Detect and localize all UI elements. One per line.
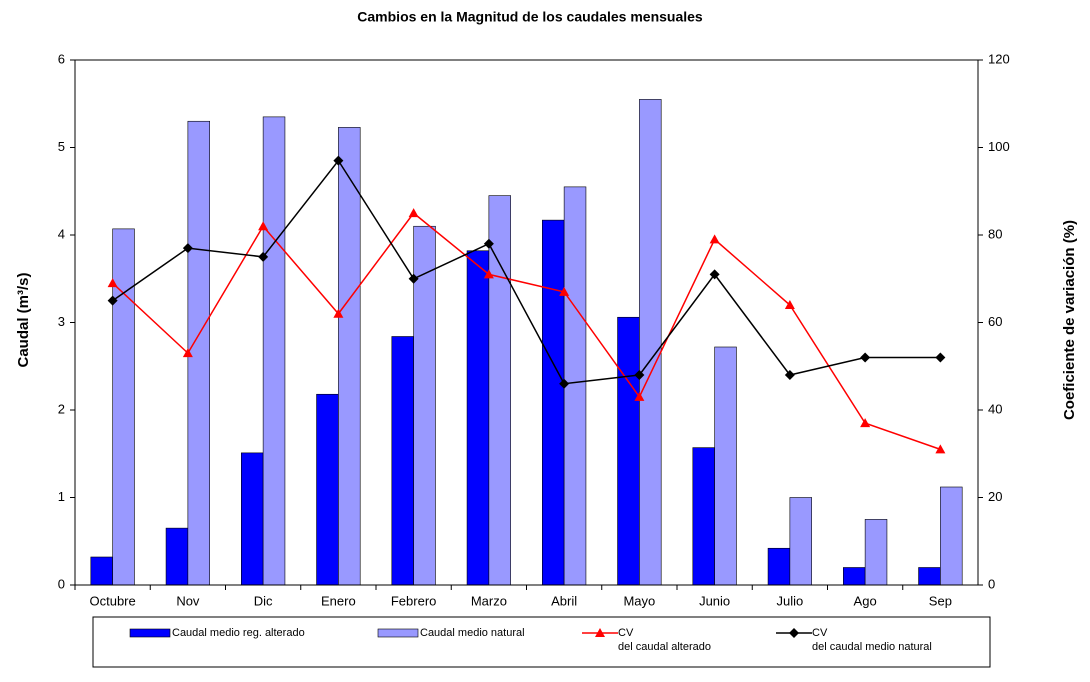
line-marker [483,269,494,279]
y-tick-label: 0 [58,576,65,591]
bar [563,186,587,586]
line-marker [784,370,795,380]
x-tick-label: Abril [551,593,577,608]
bar [940,486,963,586]
y2-tick-label: 120 [988,51,1010,66]
line-series [112,159,941,385]
x-tick-label: Enero [321,593,356,608]
line-marker [483,238,494,249]
y2-tick-label: 100 [988,139,1010,154]
legend-swatch [129,628,171,638]
bar [165,527,189,586]
y-axis-label: Caudal (m³/s) [15,272,32,367]
x-tick-label: Sep [929,593,952,608]
x-tick-label: Nov [176,593,200,608]
line-marker [107,278,118,288]
line-marker [634,370,645,380]
bar [639,99,662,586]
legend-swatch [377,628,419,638]
y-tick-label: 5 [58,139,65,154]
line-marker [559,286,570,296]
bar [262,116,286,586]
y2-tick-label: 0 [988,576,995,591]
line-marker [258,221,269,231]
bar [187,120,210,586]
y-tick-label: 4 [58,226,65,241]
line-marker [709,234,720,244]
line-marker [709,269,720,280]
line-marker [408,273,419,284]
legend-box [92,616,991,668]
x-tick-label: Ago [854,593,877,608]
legend-label: CV del caudal alterado [618,627,711,653]
bar [90,556,113,586]
bar [617,316,640,586]
line-marker [634,391,645,401]
y2-tick-label: 20 [988,489,1002,504]
x-tick-label: Octubre [90,593,136,608]
y2-tick-label: 60 [988,314,1002,329]
y2-tick-label: 80 [988,226,1002,241]
x-tick-label: Julio [777,593,804,608]
y2-axis-label: Coeficiente de variación (%) [1061,220,1078,420]
line-marker [935,352,946,363]
line-marker [182,348,193,358]
line-marker [559,378,570,389]
legend-label: CV del caudal medio natural [812,627,932,653]
legend-label: Caudal medio reg. alterado [172,627,305,639]
y2-tick-label: 40 [988,401,1002,416]
x-tick-label: Junio [699,593,730,608]
line-marker [595,628,605,637]
bar [843,567,866,586]
line-marker [860,352,871,363]
line-marker [789,628,799,638]
line-marker [784,300,795,309]
bar [767,547,791,586]
chart-title: Cambios en la Magnitud de los caudales m… [357,9,703,25]
y-tick-label: 2 [58,401,65,416]
x-tick-label: Mayo [623,593,655,608]
bar [864,519,888,586]
bar [466,250,490,586]
bar [488,195,511,586]
line-marker [333,155,344,166]
line-marker [408,208,419,218]
plot-frame [74,59,979,586]
bar [316,393,339,586]
y-tick-label: 3 [58,314,65,329]
line-marker [333,308,344,318]
bar [789,497,812,586]
line-marker [107,295,118,306]
x-tick-label: Febrero [391,593,437,608]
line-series [112,212,941,451]
bar [714,346,737,586]
x-tick-label: Marzo [471,593,507,608]
line-marker [182,243,193,254]
bar [692,447,715,586]
bar [241,452,264,586]
bar [391,336,414,586]
bar [542,219,565,586]
x-tick-label: Dic [254,593,273,608]
line-marker [860,418,871,428]
bar [918,567,941,586]
legend-label: Caudal medio natural [420,627,525,639]
y-tick-label: 1 [58,489,65,504]
y-tick-label: 6 [58,51,65,66]
line-marker [258,251,269,262]
line-marker [935,444,946,454]
bar [338,127,361,586]
bar [112,228,135,586]
